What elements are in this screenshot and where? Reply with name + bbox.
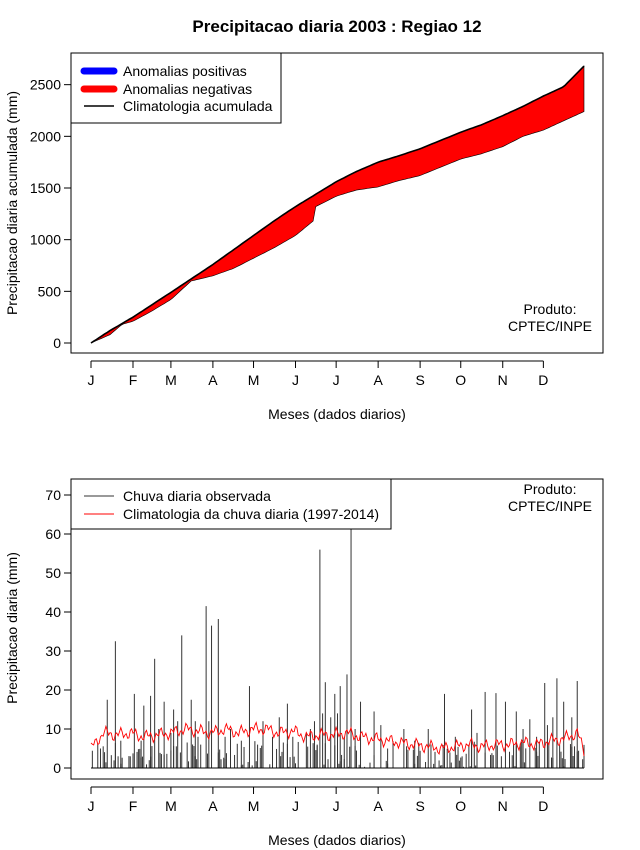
- top-xtick-label: J: [88, 372, 95, 388]
- top-xtick-label: O: [455, 372, 466, 388]
- top-xtick-label: F: [129, 372, 138, 388]
- bottom-legend: Chuva diaria observada Climatologia da c…: [70, 478, 392, 530]
- bottom-xtick-label: A: [373, 798, 383, 814]
- top-ytick-label: 0: [53, 335, 61, 351]
- legend-positive-label: Anomalias positivas: [123, 63, 247, 79]
- bottom-ytick-label: 10: [45, 721, 61, 737]
- bottom-legend-box: [70, 478, 392, 530]
- bottom-xtick-label: S: [415, 798, 424, 814]
- top-plot-frame: [70, 52, 604, 354]
- bottom-xtick-label: M: [165, 798, 177, 814]
- bottom-ytick-label: 0: [53, 760, 61, 776]
- top-xtick-label: A: [373, 372, 383, 388]
- bottom-ytick-label: 50: [45, 565, 61, 581]
- daily-panel: 0 10 20 30 40 50 60 70 J F M A M J J A S O N D Meses (dado…: [4, 478, 604, 848]
- top-credit-line1: Produto:: [524, 301, 577, 317]
- chart-title: Precipitacao diaria 2003 : Regiao 12: [192, 17, 481, 36]
- bottom-y-axis-label: Precipitacao diaria (mm): [4, 552, 20, 704]
- bottom-ytick-label: 70: [45, 487, 61, 503]
- legend-daily-climatology-label: Climatologia da chuva diaria (1997-2014): [123, 506, 379, 522]
- bottom-xtick-label: N: [498, 798, 508, 814]
- bottom-x-axis-label: Meses (dados diarios): [268, 832, 406, 848]
- top-x-axis-label: Meses (dados diarios): [268, 406, 406, 422]
- legend-negative-label: Anomalias negativas: [123, 81, 252, 97]
- bottom-ytick-label: 60: [45, 526, 61, 542]
- top-ytick-label: 2500: [30, 77, 61, 93]
- legend-climatology-label: Climatologia acumulada: [123, 98, 273, 114]
- top-y-axis-label: Precipitacao diaria acumulada (mm): [4, 91, 20, 315]
- top-credit-line2: CPTEC/INPE: [508, 318, 592, 334]
- bottom-xtick-label: J: [333, 798, 340, 814]
- cumulative-panel: 0 500 1000 1500 2000 2500 J F M A M J J A S O N D Meses …: [4, 52, 604, 422]
- bottom-ytick-label: 20: [45, 682, 61, 698]
- top-ytick-label: 500: [38, 283, 62, 299]
- bottom-ytick-label: 30: [45, 643, 61, 659]
- top-ytick-label: 2000: [30, 128, 61, 144]
- top-ytick-label: 1500: [30, 180, 61, 196]
- bottom-ytick-label: 40: [45, 604, 61, 620]
- bottom-xtick-label: M: [248, 798, 260, 814]
- bottom-xtick-label: D: [538, 798, 548, 814]
- top-xtick-label: J: [333, 372, 340, 388]
- bottom-xtick-label: A: [208, 798, 218, 814]
- bottom-credit-line1: Produto:: [524, 481, 577, 497]
- bottom-xtick-label: F: [129, 798, 138, 814]
- top-xtick-label: M: [165, 372, 177, 388]
- top-xtick-label: A: [208, 372, 218, 388]
- climatology-cumulative-line: [90, 65, 585, 344]
- bottom-credit-line2: CPTEC/INPE: [508, 498, 592, 514]
- bottom-xtick-label: J: [292, 798, 299, 814]
- daily-climatology-line: [90, 721, 585, 757]
- legend-observed-label: Chuva diaria observada: [123, 488, 271, 504]
- top-legend: Anomalias positivas Anomalias negativas …: [70, 52, 282, 124]
- top-xtick-label: S: [415, 372, 424, 388]
- top-xtick-label: M: [248, 372, 260, 388]
- top-xtick-label: N: [498, 372, 508, 388]
- top-xtick-label: D: [538, 372, 548, 388]
- bottom-xtick-label: J: [88, 798, 95, 814]
- top-ytick-label: 1000: [30, 232, 61, 248]
- bottom-xtick-label: O: [455, 798, 466, 814]
- top-xtick-label: J: [292, 372, 299, 388]
